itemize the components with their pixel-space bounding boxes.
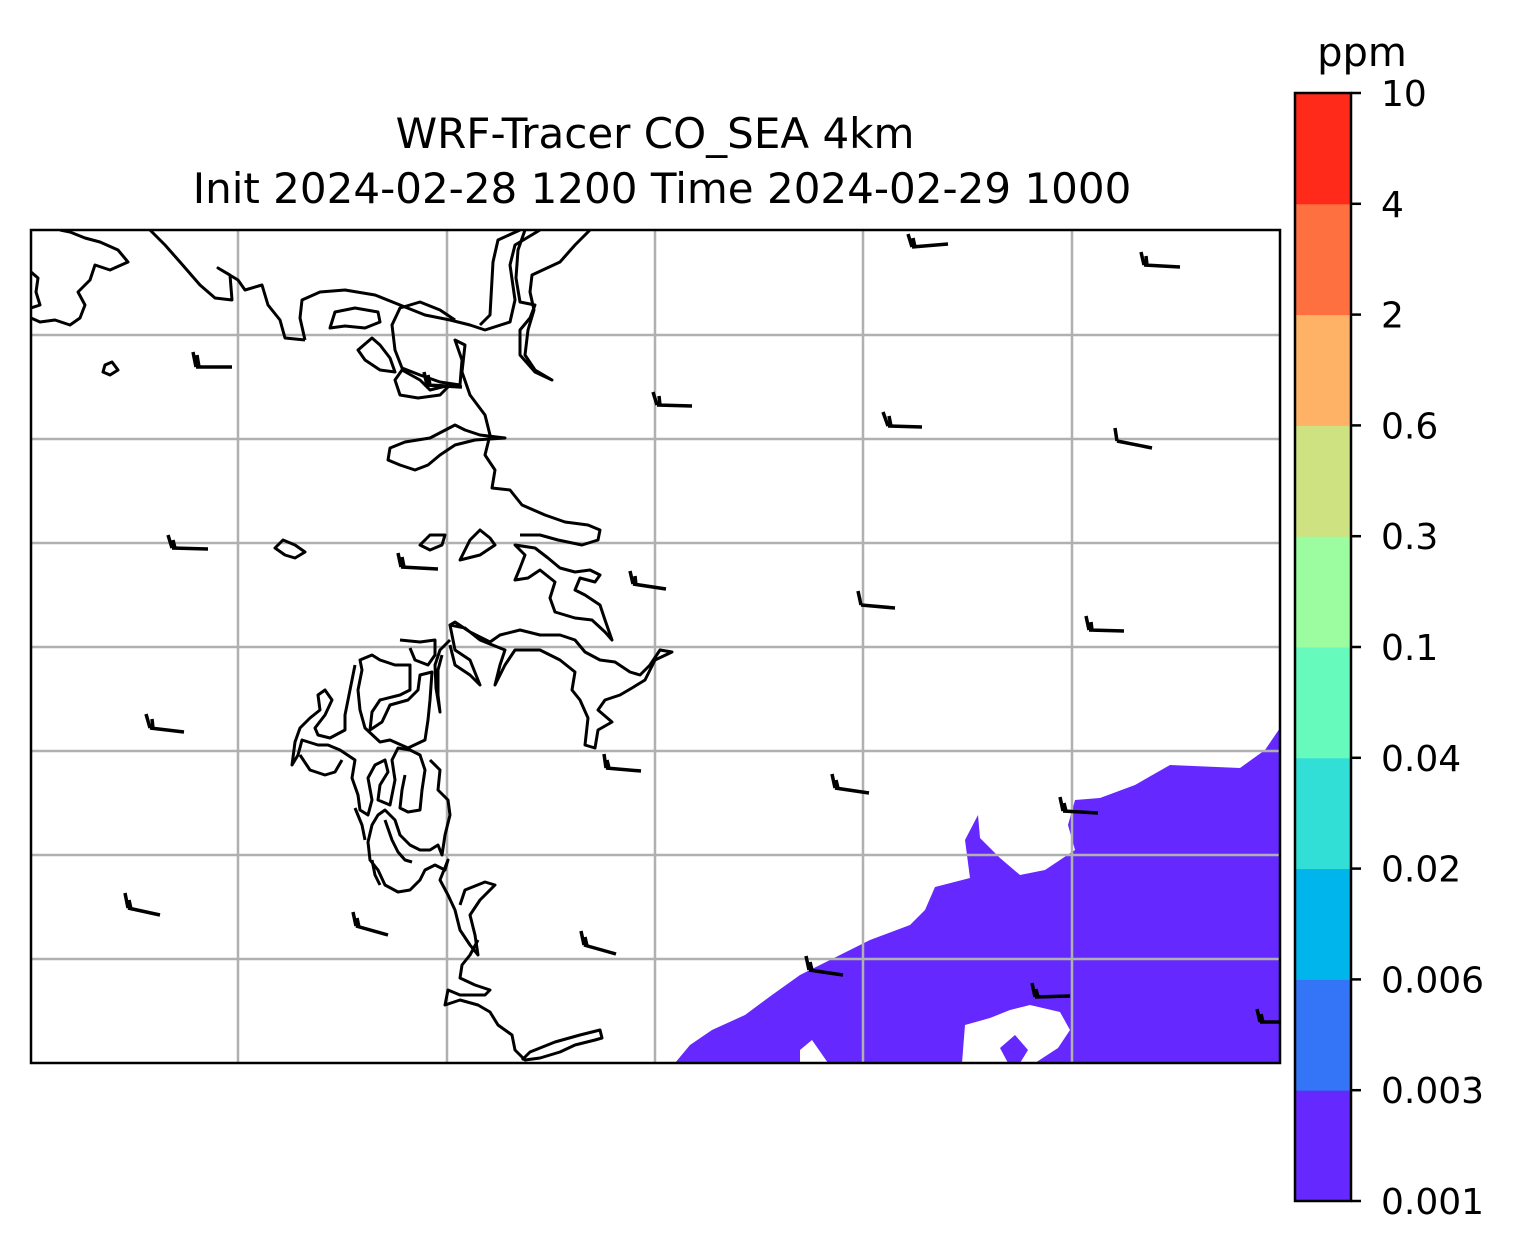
colorbar-tick-label: 0.006 — [1381, 960, 1484, 1001]
colorbar-tick-label: 0.3 — [1381, 517, 1438, 558]
map-panel — [29, 228, 1282, 1065]
colorbar-segment — [1295, 647, 1351, 759]
colorbar-segment — [1295, 979, 1351, 1091]
wind-barb — [856, 590, 896, 610]
colorbar-segment — [1295, 757, 1351, 870]
colorbar-segment — [1295, 425, 1351, 537]
colorbar-tick-label: 4 — [1381, 185, 1404, 226]
wind-barb — [351, 911, 389, 937]
colorbar-tick-label: 0.001 — [1381, 1182, 1484, 1223]
wind-barb — [651, 391, 693, 408]
colorbar-segment — [1295, 203, 1351, 316]
colorbar-tick-label: 0.6 — [1381, 406, 1438, 447]
colorbar: ppm 0.001 0.003 0.006 0.02 0.04 0.1 0.3 0.6 2 4 10 — [1293, 30, 1484, 1223]
wind-barbs — [123, 233, 1280, 1024]
wind-barb — [881, 411, 923, 429]
gridlines — [31, 230, 1280, 1063]
map-frame — [29, 228, 1282, 1065]
wind-barb — [1139, 251, 1181, 269]
colorbar-tick-label: 0.003 — [1381, 1071, 1484, 1112]
wind-barb — [1030, 982, 1071, 999]
wind-barb — [1113, 427, 1153, 450]
colorbar-unit: ppm — [1317, 30, 1407, 76]
wind-barb — [830, 773, 870, 795]
map-title-line-1: WRF-Tracer CO_SEA 4km — [396, 109, 915, 158]
colorbar-tick-label: 10 — [1381, 74, 1427, 115]
colorbar-segment — [1295, 1090, 1351, 1202]
wind-barb — [123, 892, 161, 917]
colorbar-tick-label: 0.02 — [1381, 850, 1461, 891]
colorbar-tick-label: 0.1 — [1381, 628, 1438, 669]
wind-barb — [1058, 796, 1099, 815]
coastlines — [31, 230, 674, 1062]
wind-barb — [1255, 1008, 1280, 1024]
colorbar-segment — [1295, 868, 1351, 980]
map-title-line-2: Init 2024-02-28 1200 Time 2024-02-29 100… — [193, 164, 1132, 213]
wind-barb — [906, 233, 949, 249]
wind-barb — [579, 930, 617, 956]
colorbar-tick-label: 2 — [1381, 296, 1404, 337]
wind-barb — [422, 371, 463, 389]
tracer-concentration-area — [675, 728, 1280, 1063]
colorbar-segment — [1295, 314, 1351, 426]
wind-barb — [166, 534, 209, 551]
wind-barb — [144, 713, 185, 734]
wind-barb — [628, 570, 667, 591]
colorbar-tick-label: 0.04 — [1381, 739, 1461, 780]
colorbar-segments — [1295, 93, 1351, 1202]
colorbar-ticks: 0.001 0.003 0.006 0.02 0.04 0.1 0.3 0.6 2 4 10 — [1351, 74, 1484, 1223]
colorbar-segment — [1295, 93, 1351, 205]
wind-barb — [396, 552, 439, 571]
wind-barb — [804, 955, 844, 977]
wind-barb — [191, 351, 232, 369]
wind-barb — [602, 753, 642, 773]
wind-barb — [1084, 615, 1125, 633]
colorbar-segment — [1295, 536, 1351, 648]
